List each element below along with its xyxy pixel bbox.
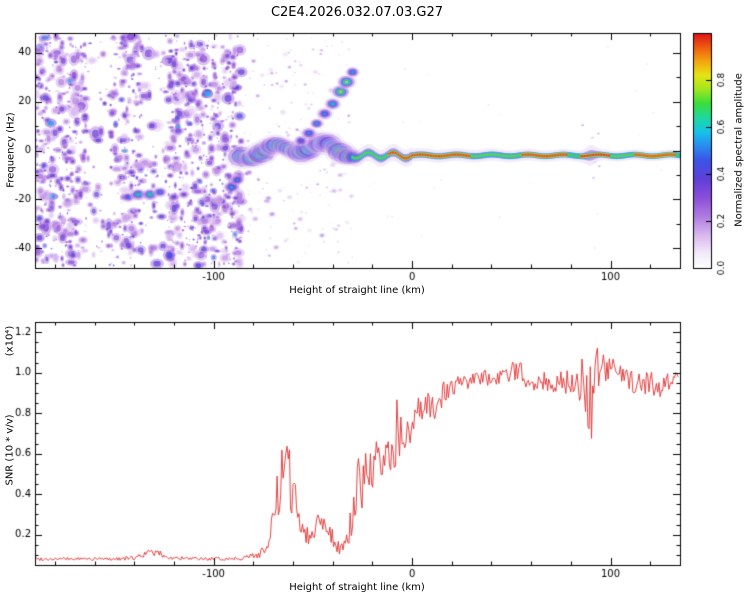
snr-scale-label: (x10⁴) — [4, 325, 16, 357]
top-x-axis-label: Height of straight line (km) — [289, 285, 425, 296]
colorbar-label: Normalized spectral amplitude — [733, 73, 745, 227]
figure-title: C2E4.2026.032.07.03.G27 — [270, 5, 444, 20]
frequency-axis-label: Frequency (Hz) — [5, 112, 17, 188]
snr-axis-label: SNR (10 * v/v) — [4, 414, 16, 486]
bottom-x-axis-label: Height of straight line (km) — [289, 582, 425, 593]
